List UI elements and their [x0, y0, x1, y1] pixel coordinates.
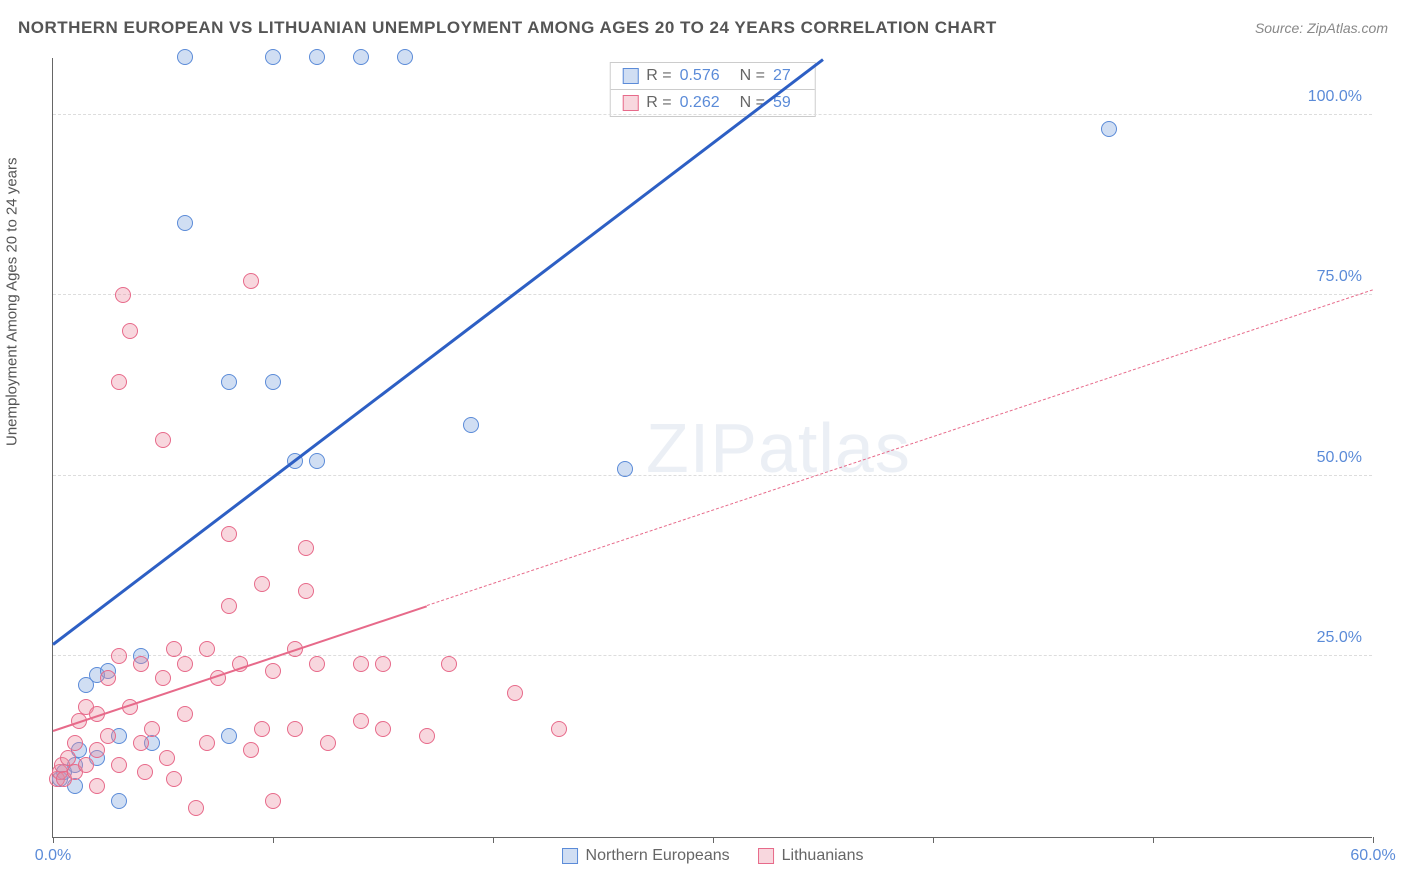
data-point — [177, 656, 193, 672]
data-point — [221, 728, 237, 744]
data-point — [463, 417, 479, 433]
data-point — [199, 735, 215, 751]
data-point — [177, 706, 193, 722]
x-tick — [933, 837, 934, 843]
x-tick-label: 0.0% — [35, 847, 71, 865]
data-point — [1101, 121, 1117, 137]
data-point — [100, 670, 116, 686]
data-point — [243, 742, 259, 758]
data-point — [133, 735, 149, 751]
data-point — [287, 721, 303, 737]
data-point — [221, 598, 237, 614]
data-point — [188, 800, 204, 816]
n-value: 27 — [773, 67, 791, 85]
data-point — [441, 656, 457, 672]
data-point — [177, 215, 193, 231]
y-tick-label: 75.0% — [1317, 268, 1362, 286]
data-point — [419, 728, 435, 744]
x-tick — [493, 837, 494, 843]
data-point — [89, 778, 105, 794]
data-point — [254, 721, 270, 737]
r-value: 0.576 — [680, 67, 720, 85]
data-point — [67, 735, 83, 751]
legend-item: Lithuanians — [758, 847, 864, 865]
data-point — [298, 583, 314, 599]
x-tick — [1153, 837, 1154, 843]
x-tick — [713, 837, 714, 843]
y-tick-label: 50.0% — [1317, 449, 1362, 467]
trend-line — [52, 58, 824, 645]
data-point — [166, 641, 182, 657]
gridline-h — [53, 294, 1372, 295]
r-label: R = — [646, 67, 671, 85]
x-tick — [1373, 837, 1374, 843]
gridline-h — [53, 114, 1372, 115]
r-label: R = — [646, 94, 671, 112]
data-point — [265, 663, 281, 679]
series-legend: Northern Europeans Lithuanians — [562, 847, 864, 865]
data-point — [155, 432, 171, 448]
legend-item: Northern Europeans — [562, 847, 730, 865]
data-point — [298, 540, 314, 556]
data-point — [265, 793, 281, 809]
data-point — [617, 461, 633, 477]
data-point — [115, 287, 131, 303]
data-point — [144, 721, 160, 737]
legend-swatch — [622, 95, 638, 111]
data-point — [265, 49, 281, 65]
data-point — [133, 656, 149, 672]
data-point — [177, 49, 193, 65]
data-point — [375, 656, 391, 672]
stats-row: R =0.262N =59 — [610, 90, 815, 116]
data-point — [309, 453, 325, 469]
data-point — [221, 374, 237, 390]
data-point — [159, 750, 175, 766]
data-point — [122, 323, 138, 339]
data-point — [320, 735, 336, 751]
legend-swatch — [562, 848, 578, 864]
legend-swatch — [758, 848, 774, 864]
gridline-h — [53, 475, 1372, 476]
x-tick — [53, 837, 54, 843]
data-point — [89, 742, 105, 758]
data-point — [243, 273, 259, 289]
y-axis-title: Unemployment Among Ages 20 to 24 years — [4, 157, 21, 446]
chart-title: NORTHERN EUROPEAN VS LITHUANIAN UNEMPLOY… — [18, 18, 997, 38]
data-point — [111, 757, 127, 773]
data-point — [78, 757, 94, 773]
r-value: 0.262 — [680, 94, 720, 112]
data-point — [507, 685, 523, 701]
data-point — [265, 374, 281, 390]
data-point — [353, 49, 369, 65]
data-point — [254, 576, 270, 592]
data-point — [353, 656, 369, 672]
data-point — [199, 641, 215, 657]
data-point — [353, 713, 369, 729]
data-point — [375, 721, 391, 737]
legend-swatch — [622, 68, 638, 84]
data-point — [309, 656, 325, 672]
data-point — [551, 721, 567, 737]
data-point — [397, 49, 413, 65]
data-point — [137, 764, 153, 780]
source-attribution: Source: ZipAtlas.com — [1255, 20, 1388, 36]
gridline-h — [53, 655, 1372, 656]
x-tick-label: 60.0% — [1350, 847, 1395, 865]
legend-label: Lithuanians — [782, 847, 864, 865]
scatter-plot-area: ZIPatlas R =0.576N =27R =0.262N =59 Nort… — [52, 58, 1372, 838]
y-tick-label: 25.0% — [1317, 629, 1362, 647]
trend-line — [427, 289, 1373, 606]
y-tick-label: 100.0% — [1308, 88, 1362, 106]
data-point — [155, 670, 171, 686]
x-tick — [273, 837, 274, 843]
data-point — [221, 526, 237, 542]
data-point — [111, 374, 127, 390]
n-label: N = — [740, 67, 765, 85]
data-point — [309, 49, 325, 65]
data-point — [111, 648, 127, 664]
data-point — [111, 793, 127, 809]
data-point — [100, 728, 116, 744]
data-point — [166, 771, 182, 787]
legend-label: Northern Europeans — [586, 847, 730, 865]
